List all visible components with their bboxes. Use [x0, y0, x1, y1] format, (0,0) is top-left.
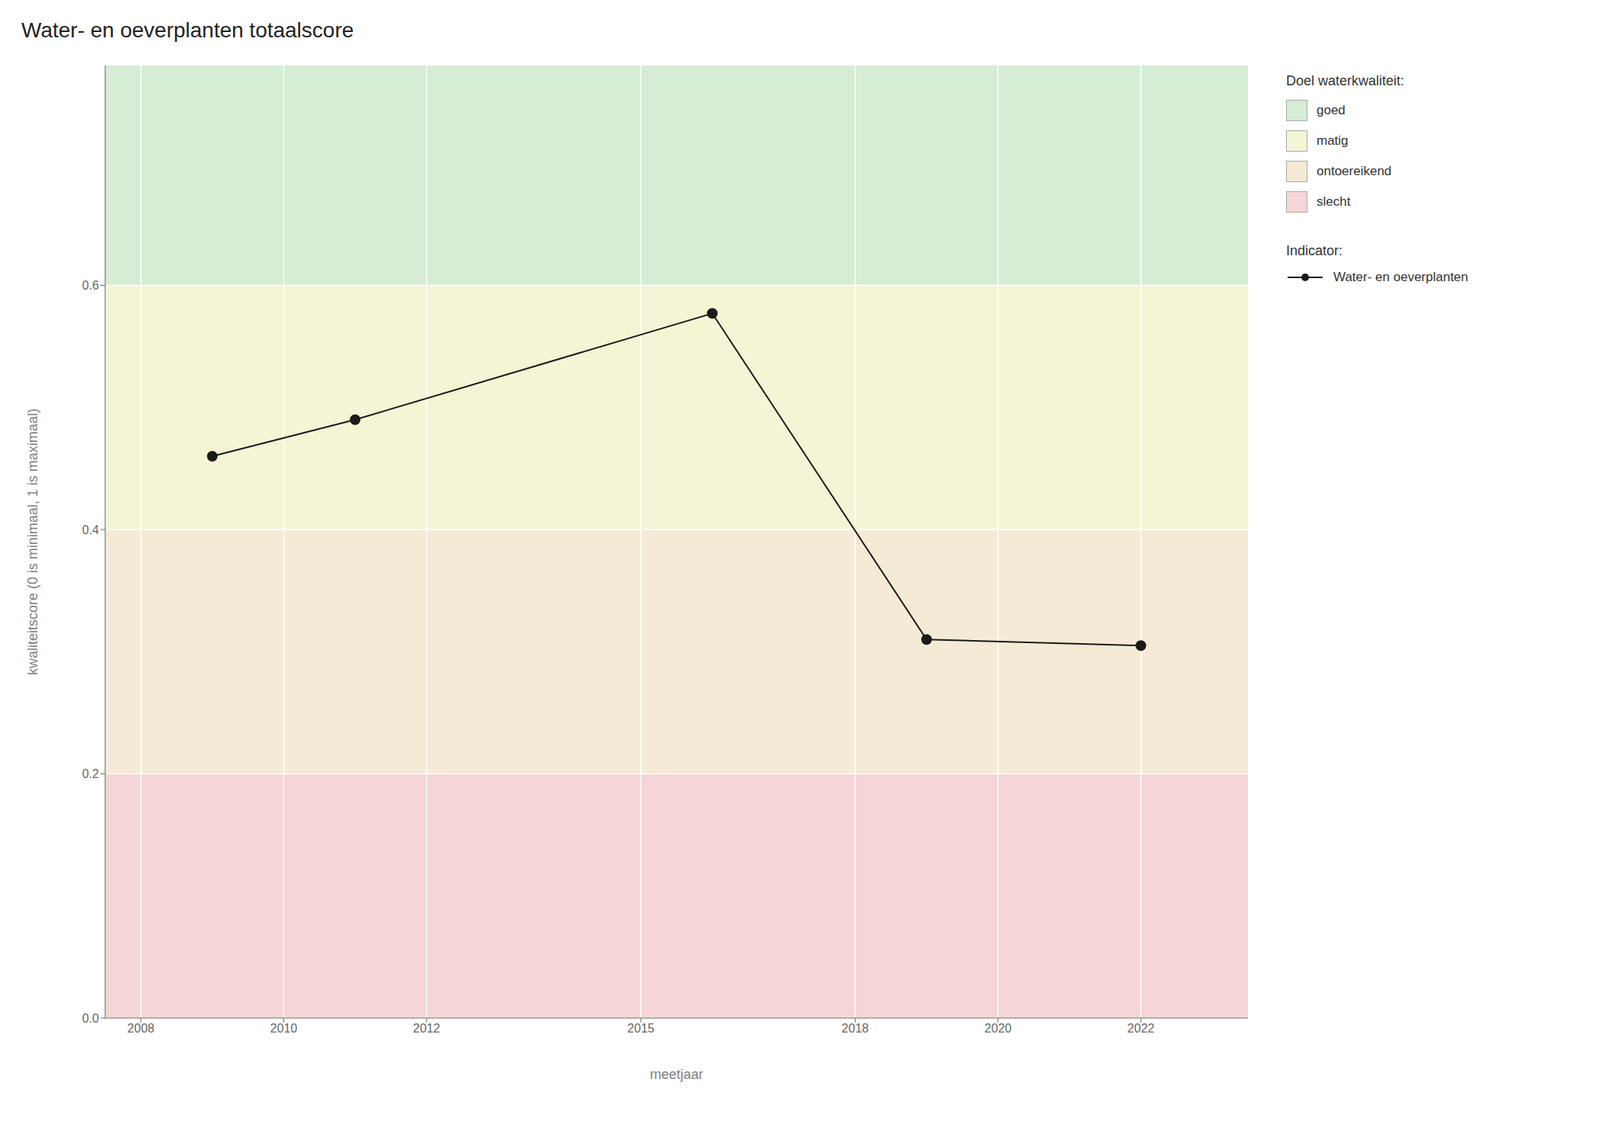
svg-text:2010: 2010 [270, 1021, 298, 1035]
html-text:goed: goed [1316, 102, 1346, 118]
svg-text:0.2: 0.2 [82, 767, 100, 781]
html-text:Indicator:: Indicator: [1286, 243, 1343, 259]
html-text:Water- en oeverplanten: Water- en oeverplanten [1333, 269, 1469, 285]
svg-text:2022: 2022 [1127, 1021, 1156, 1035]
svg-text:0.4: 0.4 [82, 523, 100, 537]
html-text:Doel waterkwaliteit:: Doel waterkwaliteit: [1286, 73, 1405, 89]
svg-text:2020: 2020 [984, 1021, 1012, 1035]
svg-text:meetjaar: meetjaar [649, 1066, 704, 1082]
svg-text:0.6: 0.6 [82, 278, 100, 292]
html-text:slecht: slecht [1316, 194, 1351, 209]
svg-text:2008: 2008 [127, 1021, 155, 1035]
svg-text:2015: 2015 [627, 1021, 655, 1035]
svg-text:0.0: 0.0 [82, 1011, 100, 1025]
html-text:ontoereikend: ontoereikend [1316, 163, 1392, 179]
svg-text:kwaliteitscore (0 is minimaal,: kwaliteitscore (0 is minimaal, 1 is maxi… [25, 408, 41, 676]
html-text:matig: matig [1316, 133, 1349, 148]
svg-text:2012: 2012 [412, 1021, 441, 1035]
svg-text:2018: 2018 [841, 1021, 870, 1035]
html-text:Water- en oeverplanten totaals: Water- en oeverplanten totaalscore [21, 18, 354, 42]
